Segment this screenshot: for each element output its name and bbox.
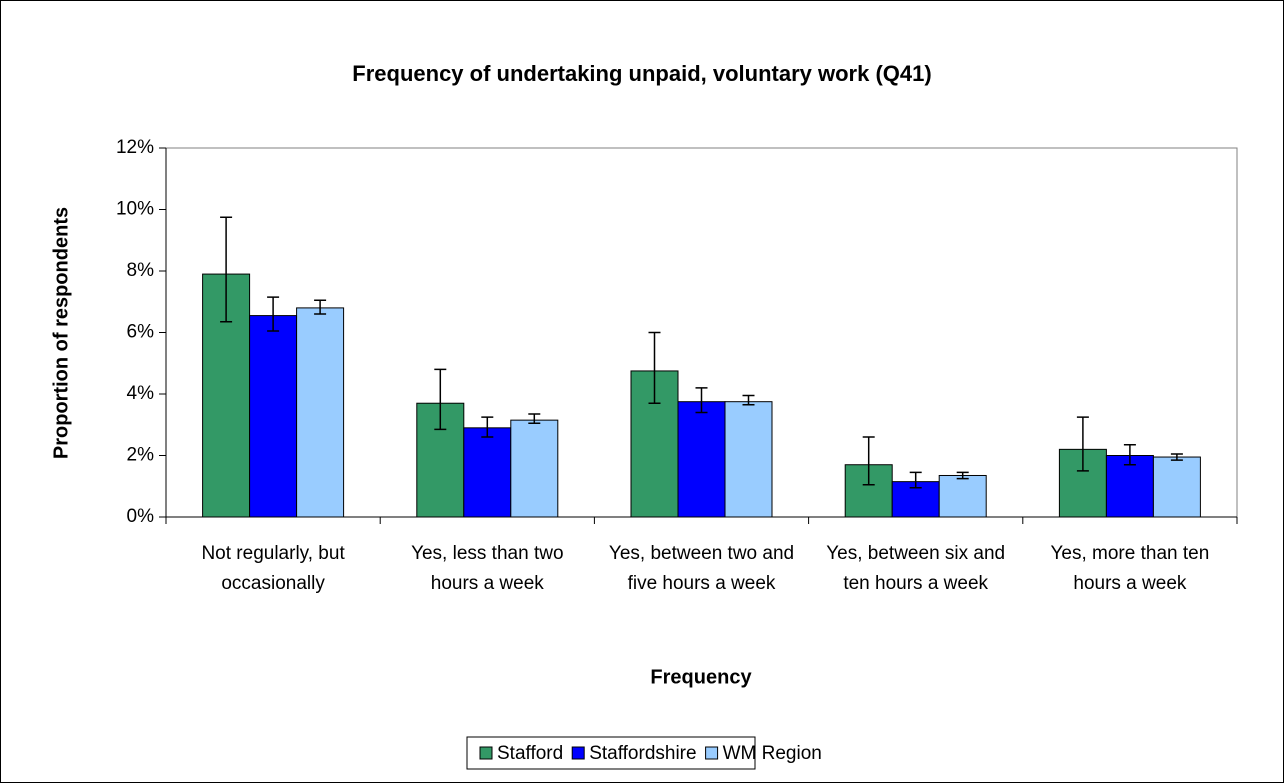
error-bar [956, 471, 969, 480]
error-bar [742, 394, 755, 406]
legend-label: Staffordshire [589, 743, 696, 764]
legend-swatch [571, 746, 585, 760]
y-tick-label: 0% [127, 506, 155, 527]
bar [296, 307, 345, 518]
error-bar [862, 436, 875, 486]
error-bar [220, 216, 233, 323]
y-axis-title: Proportion of respondents [50, 207, 72, 459]
y-tick-label: 4% [127, 383, 155, 404]
y-tick-label: 2% [127, 445, 155, 466]
error-bar [1123, 443, 1136, 466]
x-tick-label: Yes, more than ten hours a week [1050, 543, 1210, 594]
x-axis-title: Frequency [650, 666, 752, 688]
legend-swatch [705, 746, 719, 760]
bar [1105, 455, 1154, 518]
chart-title: Frequency of undertaking unpaid, volunta… [352, 61, 931, 86]
y-tick-label: 6% [127, 322, 155, 343]
y-tick-label: 8% [127, 260, 155, 281]
y-tick-label: 12% [116, 137, 154, 158]
bar [938, 474, 987, 518]
error-bar [434, 368, 447, 431]
error-bar [1170, 453, 1183, 461]
error-bar [695, 387, 708, 414]
legend-label: Stafford [497, 743, 563, 764]
x-tick-label: Yes, between six and ten hours a week [826, 543, 1006, 594]
bar [463, 427, 512, 518]
x-tick-label: Yes, less than two hours a week [411, 543, 564, 594]
legend-swatch [479, 746, 493, 760]
bar [249, 315, 298, 518]
error-bar [909, 471, 922, 489]
error-bar [267, 296, 280, 332]
error-bar [648, 331, 661, 404]
y-tick-label: 10% [116, 199, 154, 220]
bar [1152, 456, 1201, 518]
x-tick-label: Not regularly, but occasionally [201, 543, 345, 594]
bar [724, 401, 773, 518]
legend-label: WM Region [723, 743, 822, 764]
error-bar [314, 299, 327, 315]
error-bar [1076, 416, 1089, 472]
error-bar [481, 416, 494, 438]
bar [677, 401, 726, 518]
error-bar [528, 413, 541, 424]
bar [510, 419, 559, 518]
x-tick-label: Yes, between two and five hours a week [608, 543, 795, 594]
